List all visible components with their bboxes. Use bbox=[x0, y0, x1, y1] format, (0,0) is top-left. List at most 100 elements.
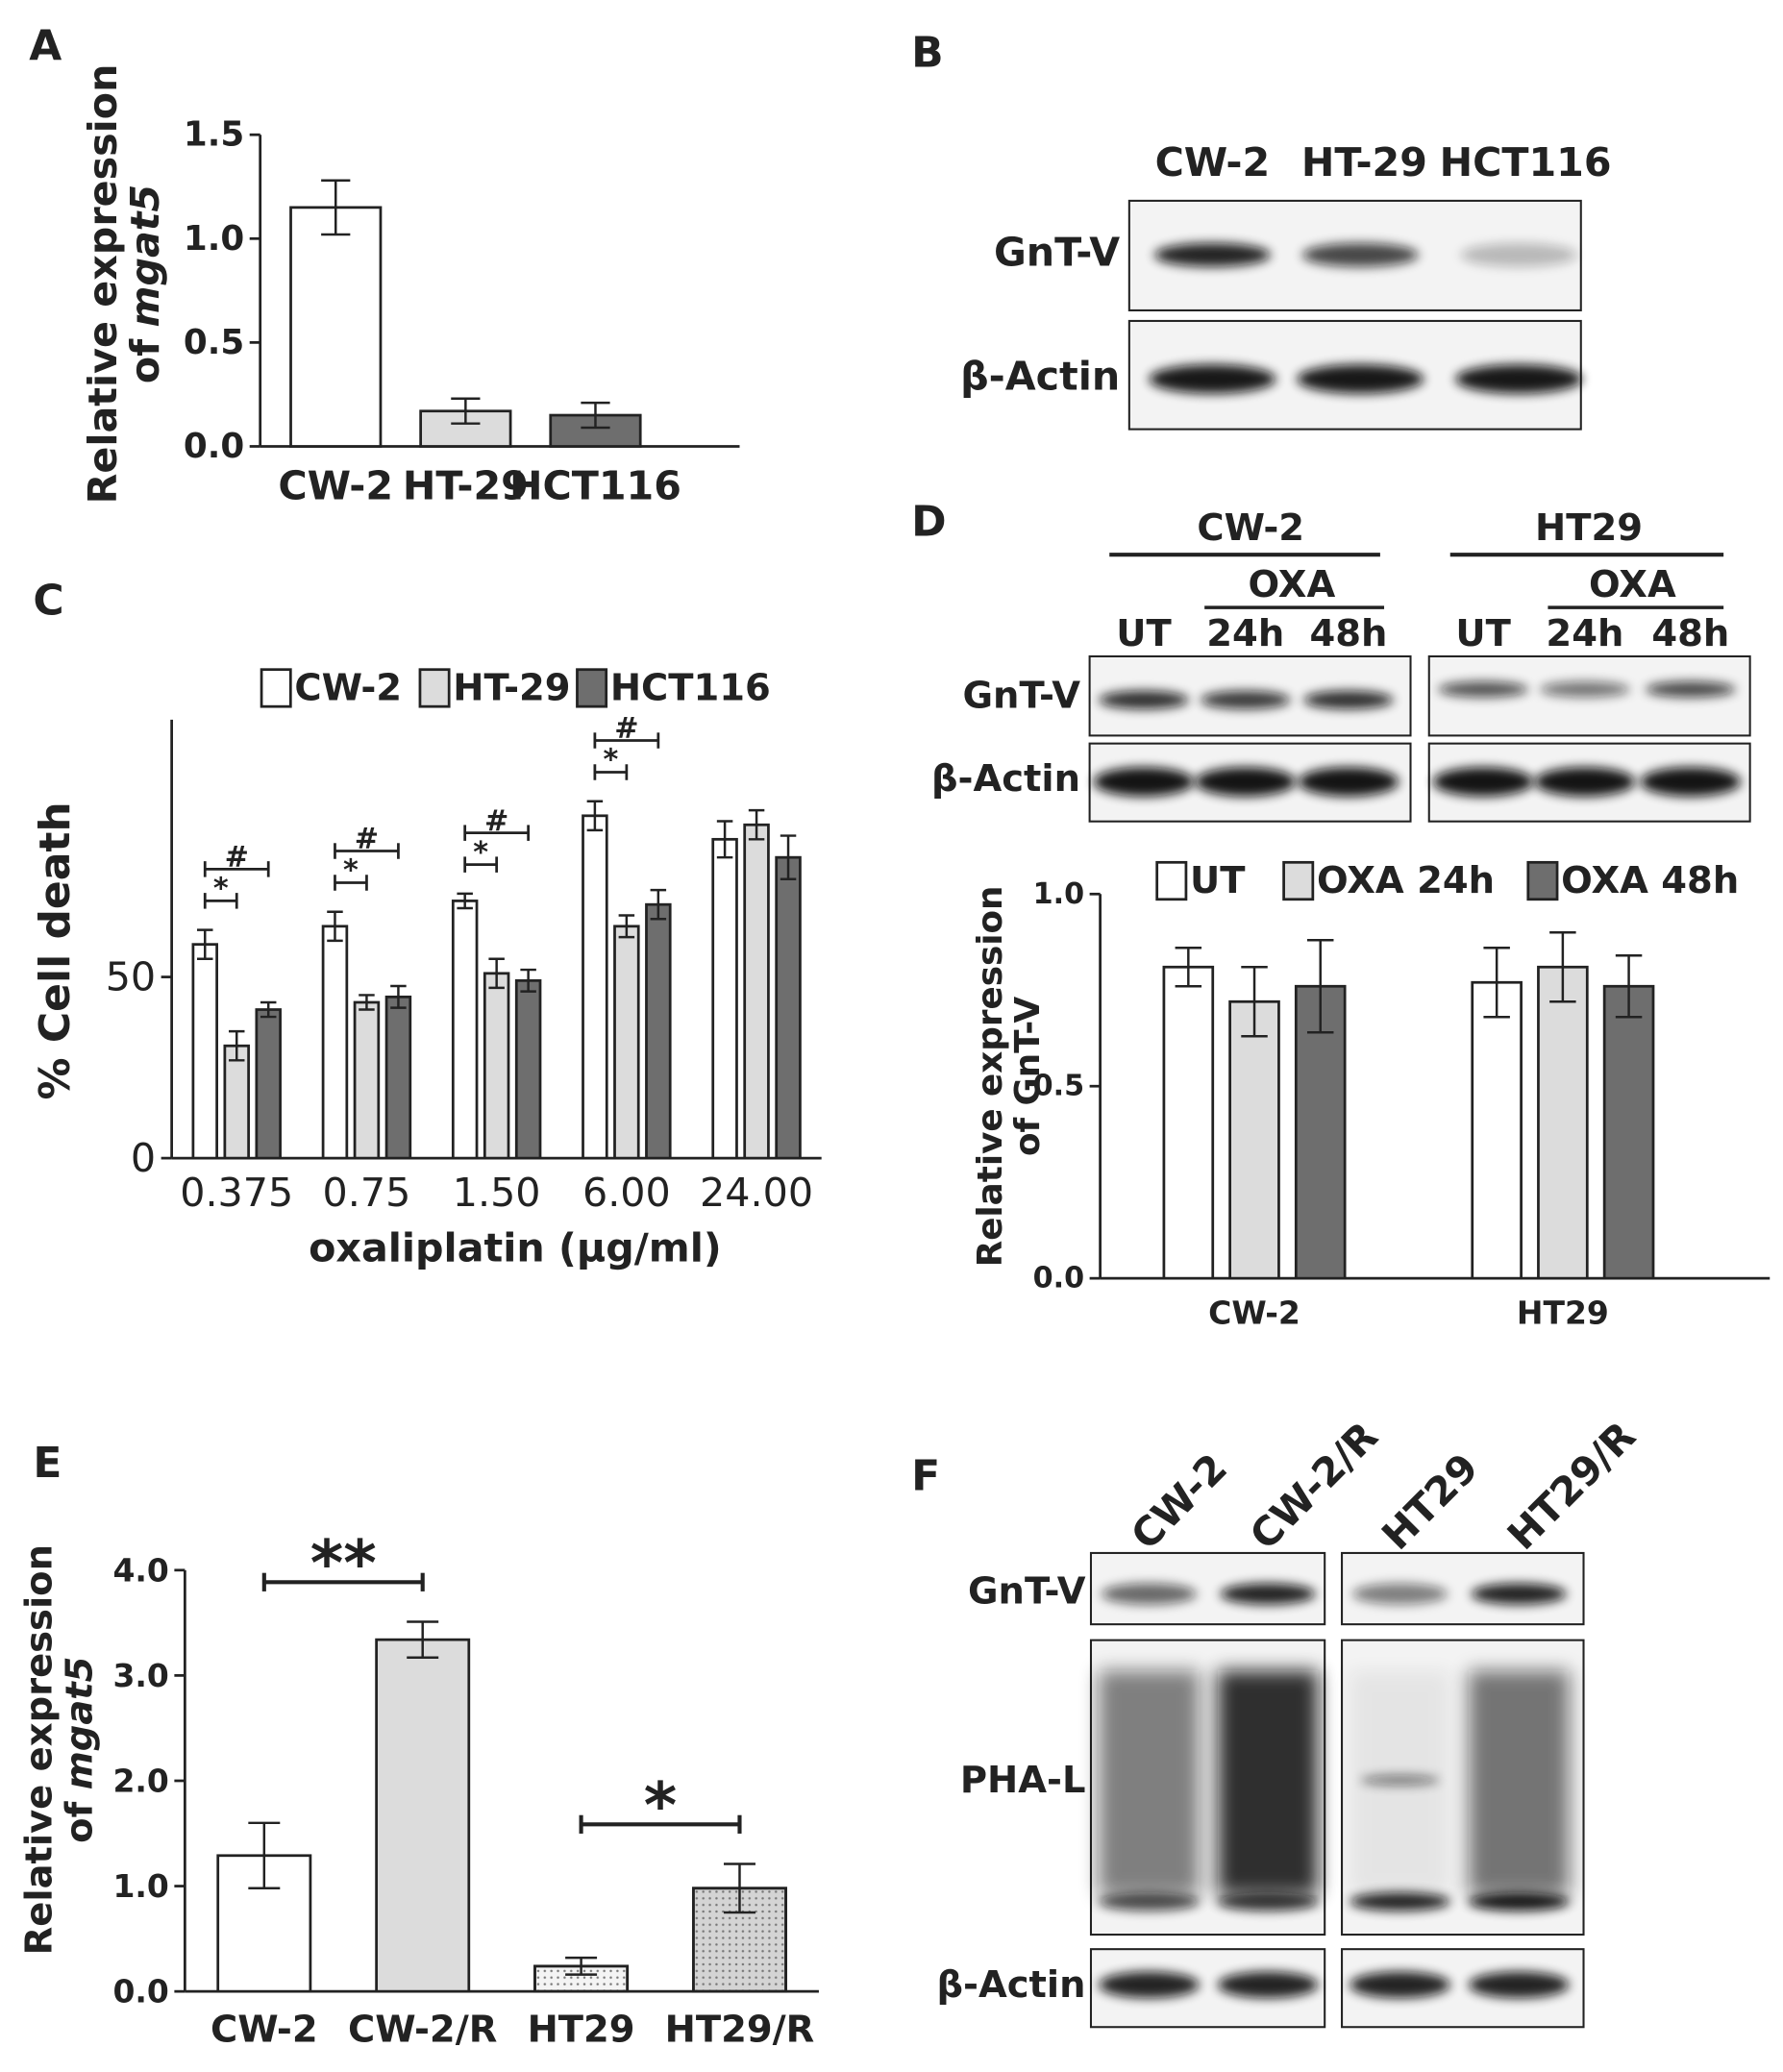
bar bbox=[223, 1044, 250, 1160]
bar bbox=[645, 902, 672, 1160]
blot-band bbox=[1099, 1892, 1200, 1912]
bar bbox=[483, 972, 510, 1160]
bar bbox=[384, 995, 412, 1160]
x-tick-label: HT29 bbox=[528, 2008, 635, 2051]
blot-band bbox=[1101, 1583, 1197, 1605]
legend-label: UT bbox=[1190, 859, 1246, 902]
y-tick-label: 0.5 bbox=[184, 323, 244, 362]
blot-label: β-Actin bbox=[960, 354, 1120, 400]
y-tick-label: 1.0 bbox=[184, 219, 244, 259]
blot-band bbox=[1149, 364, 1276, 394]
bar bbox=[582, 814, 608, 1160]
blot-label: CW-2 bbox=[1197, 506, 1304, 550]
y-tick-label: 0 bbox=[131, 1135, 156, 1181]
significance-label: # bbox=[355, 823, 379, 856]
x-tick-label: 6.00 bbox=[582, 1170, 671, 1216]
legend-swatch bbox=[1155, 860, 1188, 901]
blot-band bbox=[1303, 690, 1394, 709]
blot-band bbox=[1471, 1583, 1567, 1605]
blot-smear bbox=[1468, 1670, 1570, 1895]
panel-label: B bbox=[911, 29, 944, 78]
panel-label: D bbox=[911, 497, 947, 546]
blot-label: CW-2 bbox=[1122, 1444, 1236, 1559]
bar bbox=[1228, 999, 1280, 1280]
bar bbox=[1602, 984, 1655, 1280]
y-axis-label-italic: mgat5 bbox=[122, 185, 168, 328]
bar bbox=[1471, 980, 1523, 1280]
x-tick-label: 0.375 bbox=[180, 1170, 293, 1216]
blot-band bbox=[1195, 767, 1296, 797]
x-tick-label: HT-29 bbox=[403, 463, 529, 509]
blot-band bbox=[1217, 1892, 1319, 1912]
y-tick-label: 0.0 bbox=[112, 1973, 168, 2010]
significance-label: # bbox=[614, 712, 638, 746]
y-tick-label: 1.5 bbox=[184, 115, 244, 155]
y-axis-label: Relative expression bbox=[971, 886, 1010, 1268]
x-tick-label: CW-2/R bbox=[348, 2008, 497, 2051]
blot-label: 48h bbox=[1309, 612, 1387, 655]
blot-label: CW-2/R bbox=[1241, 1413, 1387, 1559]
y-tick-label: 0.5 bbox=[1033, 1070, 1085, 1103]
x-tick-label: HCT116 bbox=[509, 463, 681, 509]
x-tick-label: 24.00 bbox=[700, 1170, 813, 1216]
bar bbox=[711, 837, 738, 1160]
significance-label: * bbox=[343, 854, 359, 888]
legend-label: OXA 24h bbox=[1317, 859, 1495, 902]
blot-label: β-Actin bbox=[931, 757, 1080, 801]
legend-label: OXA 48h bbox=[1561, 859, 1739, 902]
blot-smear bbox=[1217, 1670, 1319, 1895]
blot-band bbox=[1438, 681, 1528, 698]
blot-band bbox=[1540, 681, 1630, 698]
blot-label: OXA bbox=[1248, 563, 1335, 606]
significance-label: * bbox=[473, 836, 488, 870]
bar bbox=[375, 1638, 471, 1993]
x-tick-label: 0.75 bbox=[323, 1170, 411, 1216]
blot-band bbox=[1350, 1971, 1450, 1999]
y-tick-label: 50 bbox=[106, 954, 156, 1000]
bar bbox=[743, 823, 770, 1160]
legend-swatch bbox=[418, 668, 451, 708]
blot-label: UT bbox=[1455, 612, 1511, 655]
x-tick-label: HT29/R bbox=[665, 2008, 815, 2051]
panel-label: F bbox=[911, 1452, 940, 1501]
blot-label: CW-2 bbox=[1155, 139, 1271, 185]
blot-label: 48h bbox=[1651, 612, 1729, 655]
blot-label: HT-29 bbox=[1301, 139, 1427, 185]
bar bbox=[775, 855, 802, 1160]
blot-label: PHA-L bbox=[960, 1759, 1086, 1802]
blot-label: β-Actin bbox=[936, 1963, 1085, 2007]
blot-band bbox=[1646, 681, 1736, 698]
legend-swatch bbox=[1282, 860, 1315, 901]
y-axis-label-italic: mgat5 bbox=[58, 1657, 101, 1790]
blot-band bbox=[1455, 364, 1583, 394]
bar bbox=[353, 1000, 381, 1160]
legend-label: CW-2 bbox=[294, 666, 402, 709]
blot-band bbox=[1534, 767, 1636, 797]
y-axis-label: % Cell death bbox=[31, 802, 80, 1099]
blot-label: GnT-V bbox=[962, 675, 1080, 718]
blot-band bbox=[1468, 1971, 1570, 1999]
y-tick-label: 1.0 bbox=[112, 1867, 168, 1905]
legend-swatch bbox=[576, 668, 608, 708]
bar bbox=[1537, 965, 1589, 1280]
blot-band bbox=[1220, 1583, 1316, 1605]
bar bbox=[255, 1008, 282, 1160]
blot-band bbox=[1093, 767, 1195, 797]
blot-band bbox=[1217, 1971, 1319, 1999]
blot-label: HT29 bbox=[1374, 1444, 1488, 1559]
blot-label: GnT-V bbox=[968, 1569, 1086, 1613]
legend-swatch bbox=[260, 668, 292, 708]
blot-band bbox=[1099, 690, 1189, 709]
blot-band bbox=[1432, 767, 1534, 797]
x-tick-label: CW-2 bbox=[278, 463, 393, 509]
blot-label: 24h bbox=[1546, 612, 1623, 655]
bar bbox=[514, 978, 542, 1160]
blot-band bbox=[1298, 767, 1399, 797]
blot-smear bbox=[1099, 1670, 1200, 1895]
blot-label: HT29 bbox=[1535, 506, 1643, 550]
significance-label: * bbox=[603, 744, 618, 777]
blot-label: GnT-V bbox=[994, 229, 1120, 275]
panel-label: A bbox=[29, 22, 62, 71]
y-axis-label: Relative expression bbox=[80, 64, 126, 505]
